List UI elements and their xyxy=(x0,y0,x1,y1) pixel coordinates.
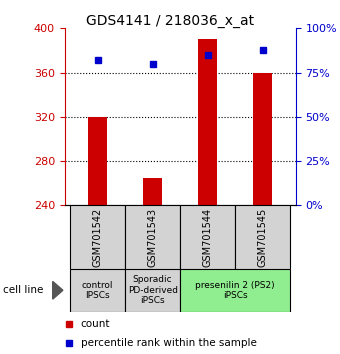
Bar xyxy=(88,117,107,205)
Bar xyxy=(180,205,235,269)
Bar xyxy=(253,73,272,205)
Bar xyxy=(125,205,180,269)
Text: GSM701543: GSM701543 xyxy=(148,207,158,267)
Text: count: count xyxy=(81,319,110,329)
Bar xyxy=(235,205,290,269)
Bar xyxy=(125,269,180,312)
Text: GSM701545: GSM701545 xyxy=(258,207,268,267)
Text: Sporadic
PD-derived
iPSCs: Sporadic PD-derived iPSCs xyxy=(128,275,178,305)
Text: GSM701542: GSM701542 xyxy=(92,207,103,267)
Text: GSM701544: GSM701544 xyxy=(203,207,213,267)
Bar xyxy=(198,39,217,205)
Text: presenilin 2 (PS2)
iPSCs: presenilin 2 (PS2) iPSCs xyxy=(195,281,275,300)
Bar xyxy=(143,178,162,205)
Text: cell line: cell line xyxy=(3,285,44,295)
Bar xyxy=(70,269,125,312)
Polygon shape xyxy=(53,281,63,299)
Text: percentile rank within the sample: percentile rank within the sample xyxy=(81,338,257,348)
Text: GDS4141 / 218036_x_at: GDS4141 / 218036_x_at xyxy=(86,14,254,28)
Bar xyxy=(70,205,125,269)
Text: control
IPSCs: control IPSCs xyxy=(82,281,113,300)
Bar xyxy=(180,269,290,312)
